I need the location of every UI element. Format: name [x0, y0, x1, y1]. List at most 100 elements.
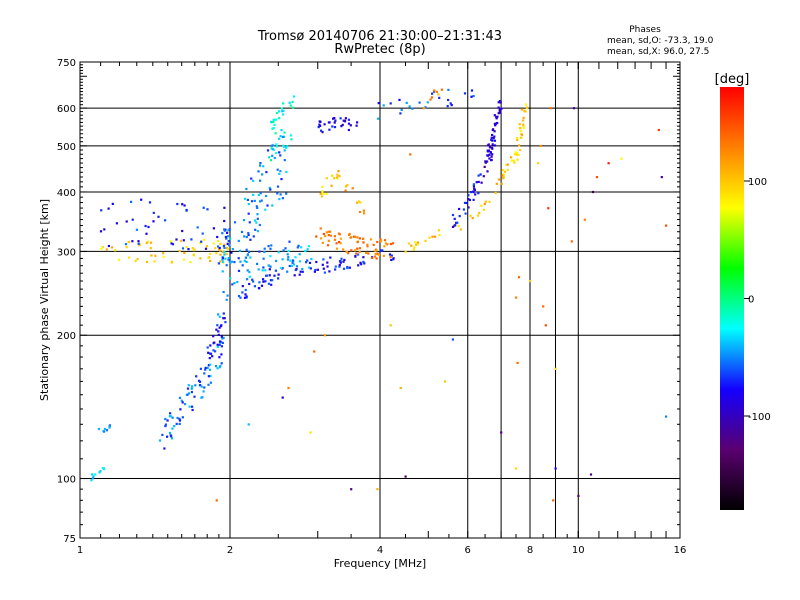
echo-point	[357, 264, 360, 267]
echo-point	[246, 253, 249, 256]
echo-point	[315, 235, 318, 238]
echo-point	[105, 429, 109, 432]
echo-point	[501, 169, 504, 172]
echo-point	[288, 264, 291, 268]
echo-point	[103, 430, 106, 433]
echo-point	[267, 245, 270, 248]
echo-point	[285, 170, 288, 174]
echo-point	[457, 224, 460, 228]
echo-point	[477, 174, 480, 177]
echo-point	[539, 144, 542, 147]
echo-point	[382, 254, 385, 257]
echo-point	[259, 192, 262, 195]
echo-point	[491, 143, 494, 146]
echo-point	[497, 112, 500, 115]
echo-point	[620, 157, 623, 160]
echo-point	[389, 242, 393, 246]
echo-point	[488, 200, 491, 203]
echo-point	[339, 260, 342, 263]
echo-point	[285, 192, 288, 195]
echo-point	[518, 144, 521, 147]
echo-point	[340, 257, 343, 260]
echo-point	[462, 208, 465, 211]
echo-point	[333, 121, 336, 124]
echo-point	[248, 271, 251, 274]
echo-point	[195, 375, 198, 378]
echo-point	[221, 260, 225, 263]
echo-point	[489, 151, 492, 154]
echo-point	[316, 268, 319, 271]
echo-point	[204, 368, 207, 371]
echo-point	[484, 200, 487, 203]
echo-point	[544, 324, 547, 327]
echo-point	[356, 236, 359, 239]
echo-point	[217, 330, 220, 333]
echo-point	[221, 258, 224, 261]
echo-point	[233, 282, 236, 285]
echo-point	[329, 256, 332, 259]
echo-point	[178, 417, 181, 420]
echo-point	[322, 267, 325, 270]
echo-point	[309, 431, 312, 434]
echo-point	[169, 240, 172, 243]
echo-point	[366, 243, 369, 246]
echo-point	[416, 241, 420, 244]
echo-point	[259, 179, 262, 182]
echo-point	[515, 151, 518, 154]
echo-point	[214, 365, 218, 368]
echo-point	[362, 256, 365, 259]
echo-point	[309, 267, 312, 270]
echo-point	[218, 315, 221, 318]
echo-point	[227, 257, 230, 260]
echo-point	[282, 145, 286, 148]
echo-point	[514, 151, 517, 154]
echo-point	[292, 260, 295, 263]
echo-point	[91, 477, 94, 480]
echo-point	[517, 153, 520, 156]
x-tick-label: 1	[77, 545, 83, 556]
echo-point	[273, 274, 276, 277]
echo-point	[170, 437, 174, 440]
echo-point	[226, 235, 230, 238]
echo-point	[185, 208, 188, 212]
echo-point	[335, 247, 339, 250]
echo-point	[281, 113, 285, 116]
echo-point	[475, 181, 478, 184]
echo-point	[468, 198, 471, 202]
echo-point	[367, 252, 370, 255]
echo-point	[275, 118, 278, 121]
echo-point	[422, 107, 426, 110]
echo-point	[291, 259, 295, 262]
echo-point	[227, 240, 230, 243]
echo-point	[351, 187, 354, 190]
echo-point	[272, 120, 275, 123]
echo-point	[513, 153, 517, 156]
echo-point	[200, 240, 203, 243]
echo-point	[179, 239, 182, 242]
x-tick-label: 8	[527, 545, 533, 556]
echo-point	[335, 176, 338, 179]
echo-point	[260, 284, 264, 287]
echo-point	[375, 249, 378, 252]
echo-point	[279, 154, 282, 157]
echo-point	[483, 202, 486, 206]
echo-point	[358, 247, 362, 250]
echo-point	[328, 121, 331, 124]
echo-point	[265, 171, 268, 174]
echo-point	[246, 278, 249, 281]
echo-point	[350, 488, 353, 491]
echo-point	[467, 194, 470, 197]
echo-point	[269, 255, 272, 258]
echo-point	[464, 212, 467, 215]
echo-point	[522, 116, 525, 119]
echo-point	[164, 425, 167, 428]
echo-point	[214, 247, 217, 250]
echo-point	[258, 281, 261, 284]
echo-point	[189, 261, 192, 264]
echo-point	[188, 405, 191, 408]
echo-point	[333, 177, 336, 180]
echo-point	[186, 387, 190, 390]
echo-point	[248, 275, 251, 278]
echo-point	[287, 256, 290, 259]
echo-point	[181, 416, 184, 419]
